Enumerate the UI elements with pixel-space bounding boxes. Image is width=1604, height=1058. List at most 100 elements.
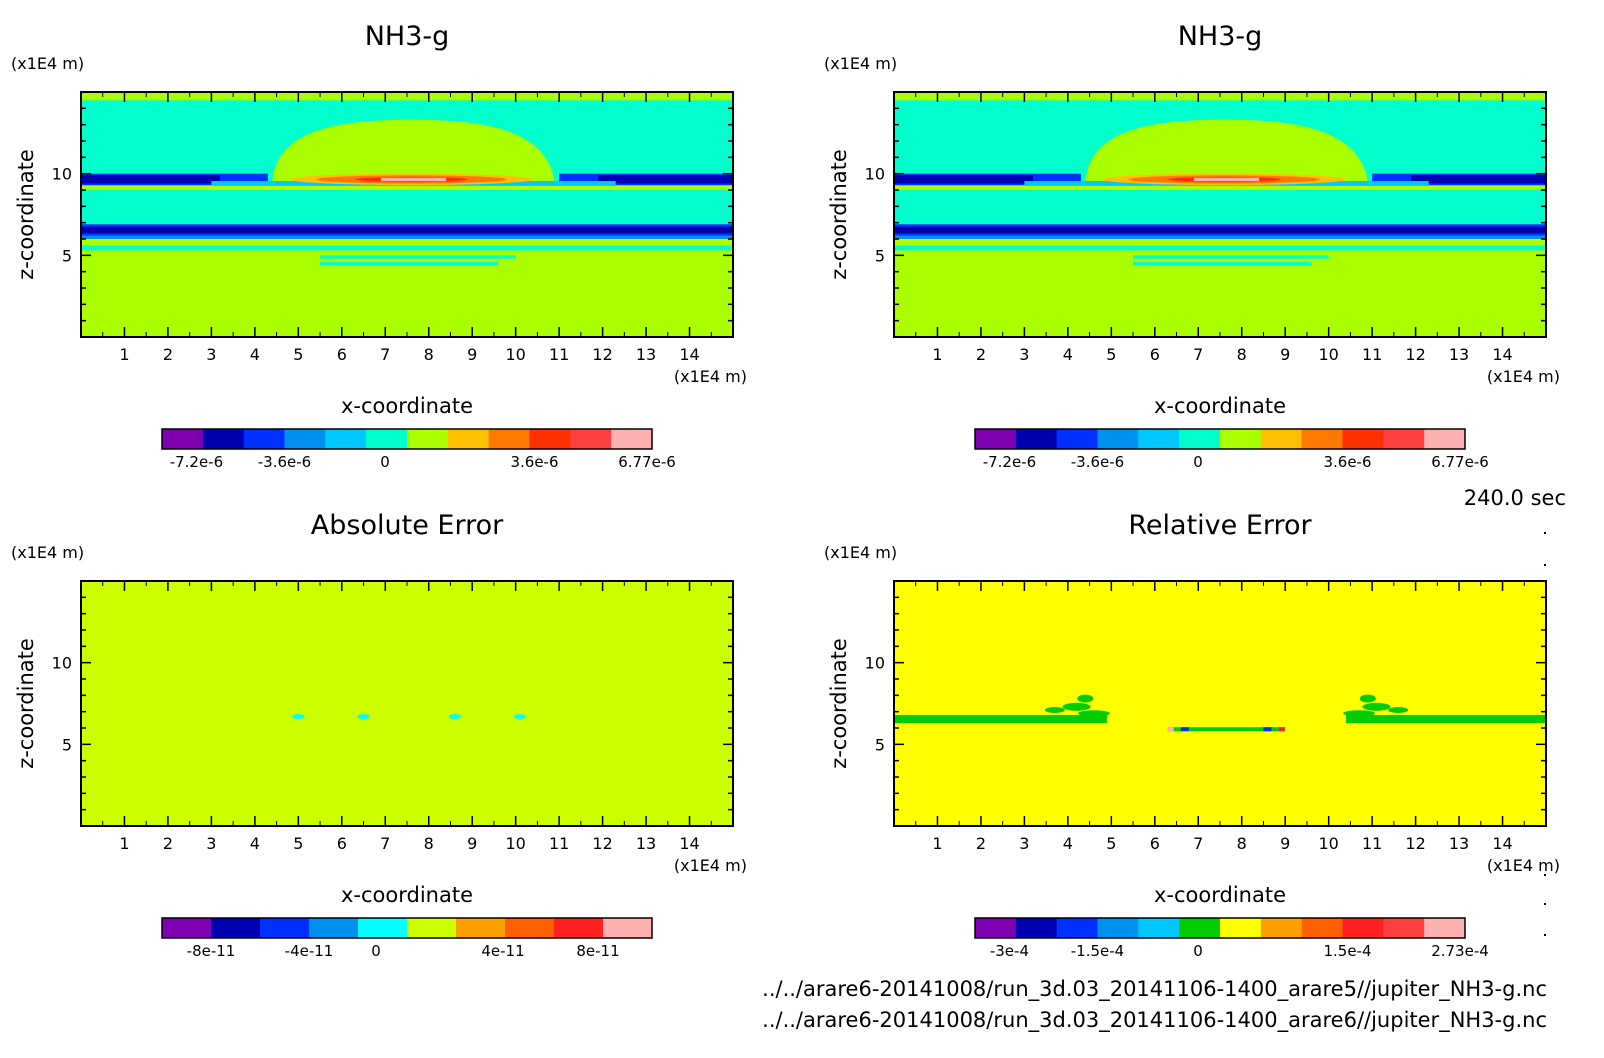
- field-band: [894, 185, 1546, 190]
- x-tick-label: 7: [380, 834, 390, 853]
- x-unit-label: (x1E4 m): [1487, 856, 1560, 875]
- field-blob: [1359, 694, 1376, 703]
- x-axis-label: x-coordinate: [1154, 883, 1286, 907]
- x-tick-label: 14: [679, 834, 699, 853]
- z-axis: 5 10 z-coordinate: [14, 107, 733, 322]
- field-band: [894, 714, 1107, 724]
- x-tick-label: 14: [679, 345, 699, 364]
- x-tick-label: 1: [932, 834, 942, 853]
- field-edge: [1263, 727, 1272, 732]
- x-axis-label: x-coordinate: [341, 883, 473, 907]
- x-axis-label: x-coordinate: [341, 394, 473, 418]
- x-tick-label: 8: [1237, 834, 1247, 853]
- field-spot: [448, 714, 461, 720]
- x-tick-label: 5: [293, 834, 303, 853]
- field-band: [1167, 727, 1286, 732]
- colorbar-label: 1.5e-4: [1323, 942, 1371, 960]
- x-tick-label: 6: [337, 834, 347, 853]
- x-tick-label: 7: [1193, 834, 1203, 853]
- file-path-1: ../../arare6-20141008/run_3d.03_20141106…: [762, 977, 1547, 1002]
- colorbar-frame: [974, 428, 1466, 450]
- field-background: [81, 581, 733, 826]
- contour-field: [81, 92, 733, 337]
- x-tick-label: 1: [932, 345, 942, 364]
- x-axis: 1 2 3 4 5 6 7 8 9 10 11 12 13 14(x1E4 m)x-coordinate: [102, 581, 747, 907]
- x-tick-label: 10: [1318, 345, 1338, 364]
- time-label: 240.0 sec: [1464, 486, 1566, 510]
- panel-title: Relative Error: [1128, 510, 1312, 541]
- field-blob: [1362, 702, 1391, 711]
- field-edge: [1278, 727, 1285, 732]
- panel-1: NH3-g(x1E4 m)1 2 3 4 5 6 7 8 9 10 11 12 13 14(x1E4 m)…: [11, 21, 747, 471]
- colorbar-cell: [447, 429, 490, 449]
- colorbar-cell: [488, 429, 530, 449]
- z-axis: 5 10 z-coordinate: [14, 596, 733, 811]
- z-tick-label: 10: [52, 165, 72, 184]
- colorbar-label: -3e-4: [990, 942, 1029, 960]
- x-tick-label: 4: [250, 345, 260, 364]
- colorbar-cell: [211, 918, 261, 938]
- field-blob: [1062, 702, 1091, 711]
- colorbar-cell: [1424, 918, 1466, 938]
- colorbar-label: 0: [1193, 942, 1203, 960]
- colorbar-cell: [260, 918, 310, 938]
- field-band: [81, 239, 733, 246]
- colorbar-cell: [1015, 918, 1058, 938]
- field-blob: [1077, 710, 1110, 717]
- field-band: [894, 190, 1546, 194]
- x-tick-label: 3: [206, 345, 216, 364]
- z-tick-label: 10: [865, 165, 885, 184]
- field-band: [81, 190, 733, 194]
- field-dome: [272, 119, 555, 182]
- field-band: [81, 96, 733, 101]
- colorbar-label: -3.6e-6: [258, 453, 311, 471]
- colorbar-frame: [161, 917, 653, 939]
- colorbar-cell: [1138, 429, 1180, 449]
- colorbar-cell: [162, 918, 212, 938]
- field-band: [81, 185, 733, 190]
- field-band: [1411, 175, 1546, 184]
- z-axis-label: z-coordinate: [827, 638, 851, 769]
- colorbar-cell: [1342, 429, 1384, 449]
- x-tick-label: 11: [549, 834, 569, 853]
- colorbar-cell: [1220, 429, 1262, 449]
- field-band: [81, 175, 221, 184]
- colorbar-cell: [975, 918, 1017, 938]
- field-spot: [514, 714, 527, 720]
- field-band: [894, 250, 1546, 256]
- x-tick-label: 11: [1362, 345, 1382, 364]
- z-unit-label: (x1E4 m): [824, 54, 897, 73]
- field-band: [81, 250, 733, 256]
- colorbar-cell: [407, 429, 449, 449]
- x-tick-label: 4: [250, 834, 260, 853]
- z-tick-label: 5: [875, 246, 885, 265]
- x-axis: 1 2 3 4 5 6 7 8 9 10 11 12 13 14(x1E4 m)x-coordinate: [915, 581, 1560, 907]
- stray-dot: [1544, 903, 1546, 905]
- colorbar-cell: [1301, 918, 1343, 938]
- panel-2: NH3-g(x1E4 m)1 2 3 4 5 6 7 8 9 10 11 12 13 14(x1E4 m)…: [824, 21, 1560, 471]
- colorbar-cell: [325, 429, 367, 449]
- x-tick-label: 13: [636, 345, 656, 364]
- colorbar-label: -8e-11: [187, 942, 236, 960]
- x-tick-label: 13: [1449, 834, 1469, 853]
- colorbar-cell: [1301, 429, 1343, 449]
- colorbar-cell: [1260, 918, 1303, 938]
- colorbar-cell: [1260, 429, 1303, 449]
- z-tick-label: 10: [865, 654, 885, 673]
- colorbar-cell: [162, 429, 204, 449]
- z-axis: 5 10 z-coordinate: [827, 596, 1546, 811]
- colorbar-cell: [1097, 918, 1139, 938]
- x-unit-label: (x1E4 m): [1487, 367, 1560, 386]
- x-tick-label: 2: [163, 345, 173, 364]
- colorbar-cell: [284, 429, 326, 449]
- colorbar-cell: [975, 429, 1017, 449]
- z-tick-label: 5: [62, 735, 72, 754]
- x-tick-label: 3: [1019, 834, 1029, 853]
- x-tick-label: 9: [1280, 834, 1290, 853]
- z-unit-label: (x1E4 m): [11, 543, 84, 562]
- field-band: [894, 235, 1546, 239]
- x-tick-label: 7: [380, 345, 390, 364]
- colorbar-label: 6.77e-6: [1431, 453, 1489, 471]
- colorbar-label: 2.73e-4: [1431, 942, 1489, 960]
- colorbar-cell: [1056, 918, 1098, 938]
